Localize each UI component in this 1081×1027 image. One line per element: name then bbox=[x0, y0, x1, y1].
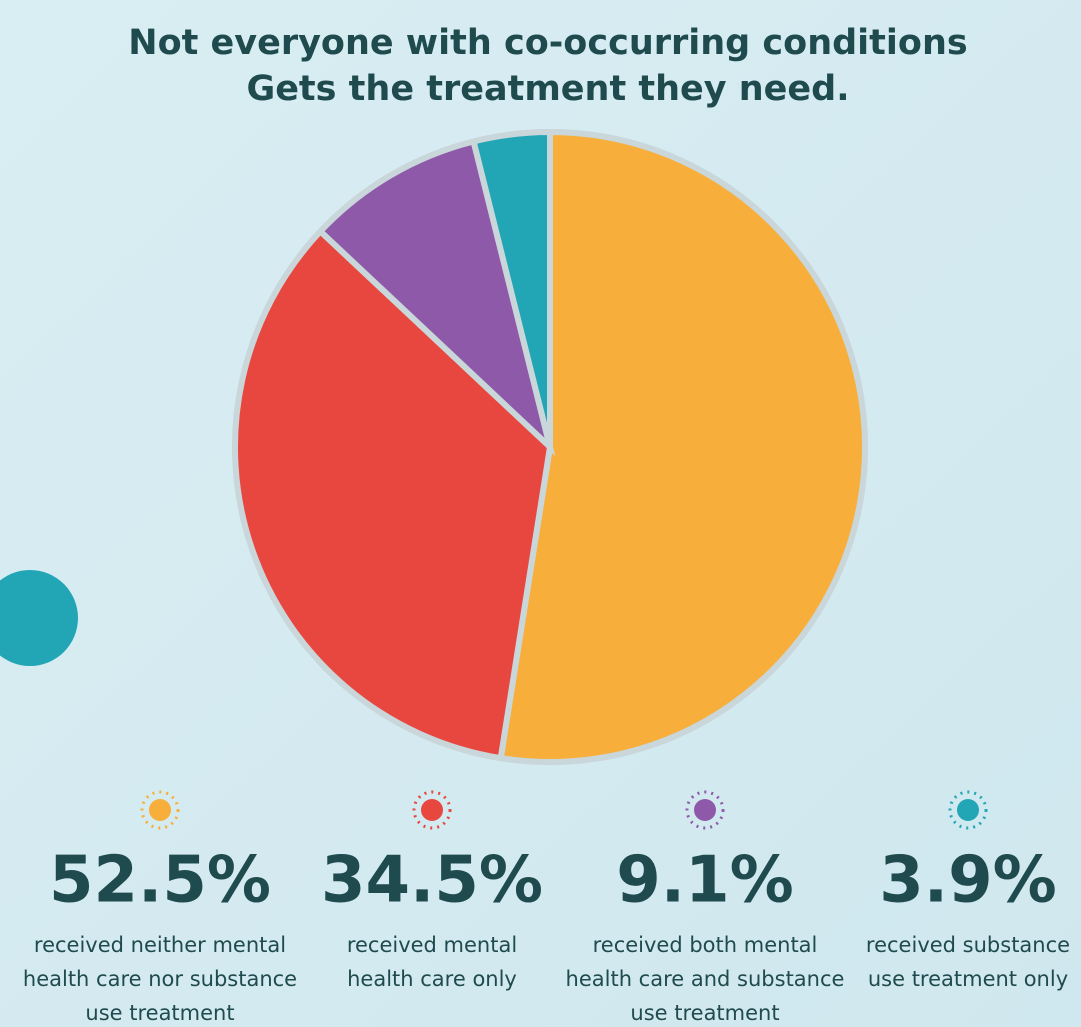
decor-circle bbox=[0, 570, 78, 666]
legend-swatch bbox=[694, 799, 716, 821]
legend-label: health care only bbox=[347, 967, 517, 991]
chart-title: Gets the treatment they need. bbox=[246, 69, 849, 109]
legend-label: use treatment bbox=[85, 1001, 234, 1025]
legend-label: received mental bbox=[347, 933, 517, 957]
value-label: 52.5% bbox=[49, 844, 271, 918]
value-label: 9.1% bbox=[616, 844, 794, 918]
legend-swatch bbox=[421, 799, 443, 821]
legend-swatch-ring bbox=[412, 790, 452, 830]
legend-label: received substance bbox=[866, 933, 1070, 957]
pie-slice bbox=[469, 128, 553, 448]
legend-swatch-ring bbox=[685, 790, 725, 830]
legend-label: received neither mental bbox=[34, 933, 286, 957]
pie-slice bbox=[497, 128, 868, 765]
chart-title: Not everyone with co-occurring condition… bbox=[128, 23, 967, 63]
legend-swatch bbox=[149, 799, 171, 821]
legend-label: health care nor substance bbox=[23, 967, 297, 991]
pie-slice bbox=[232, 227, 554, 762]
legend-swatch-ring bbox=[948, 790, 988, 830]
legend-swatch-ring bbox=[140, 790, 180, 830]
legend-label: received both mental bbox=[593, 933, 818, 957]
value-label: 34.5% bbox=[321, 844, 543, 918]
legend-label: use treatment bbox=[630, 1001, 779, 1025]
legend-label: health care and substance bbox=[566, 967, 845, 991]
legend-label: use treatment only bbox=[868, 967, 1068, 991]
legend-swatch bbox=[957, 799, 979, 821]
value-label: 3.9% bbox=[879, 844, 1057, 918]
